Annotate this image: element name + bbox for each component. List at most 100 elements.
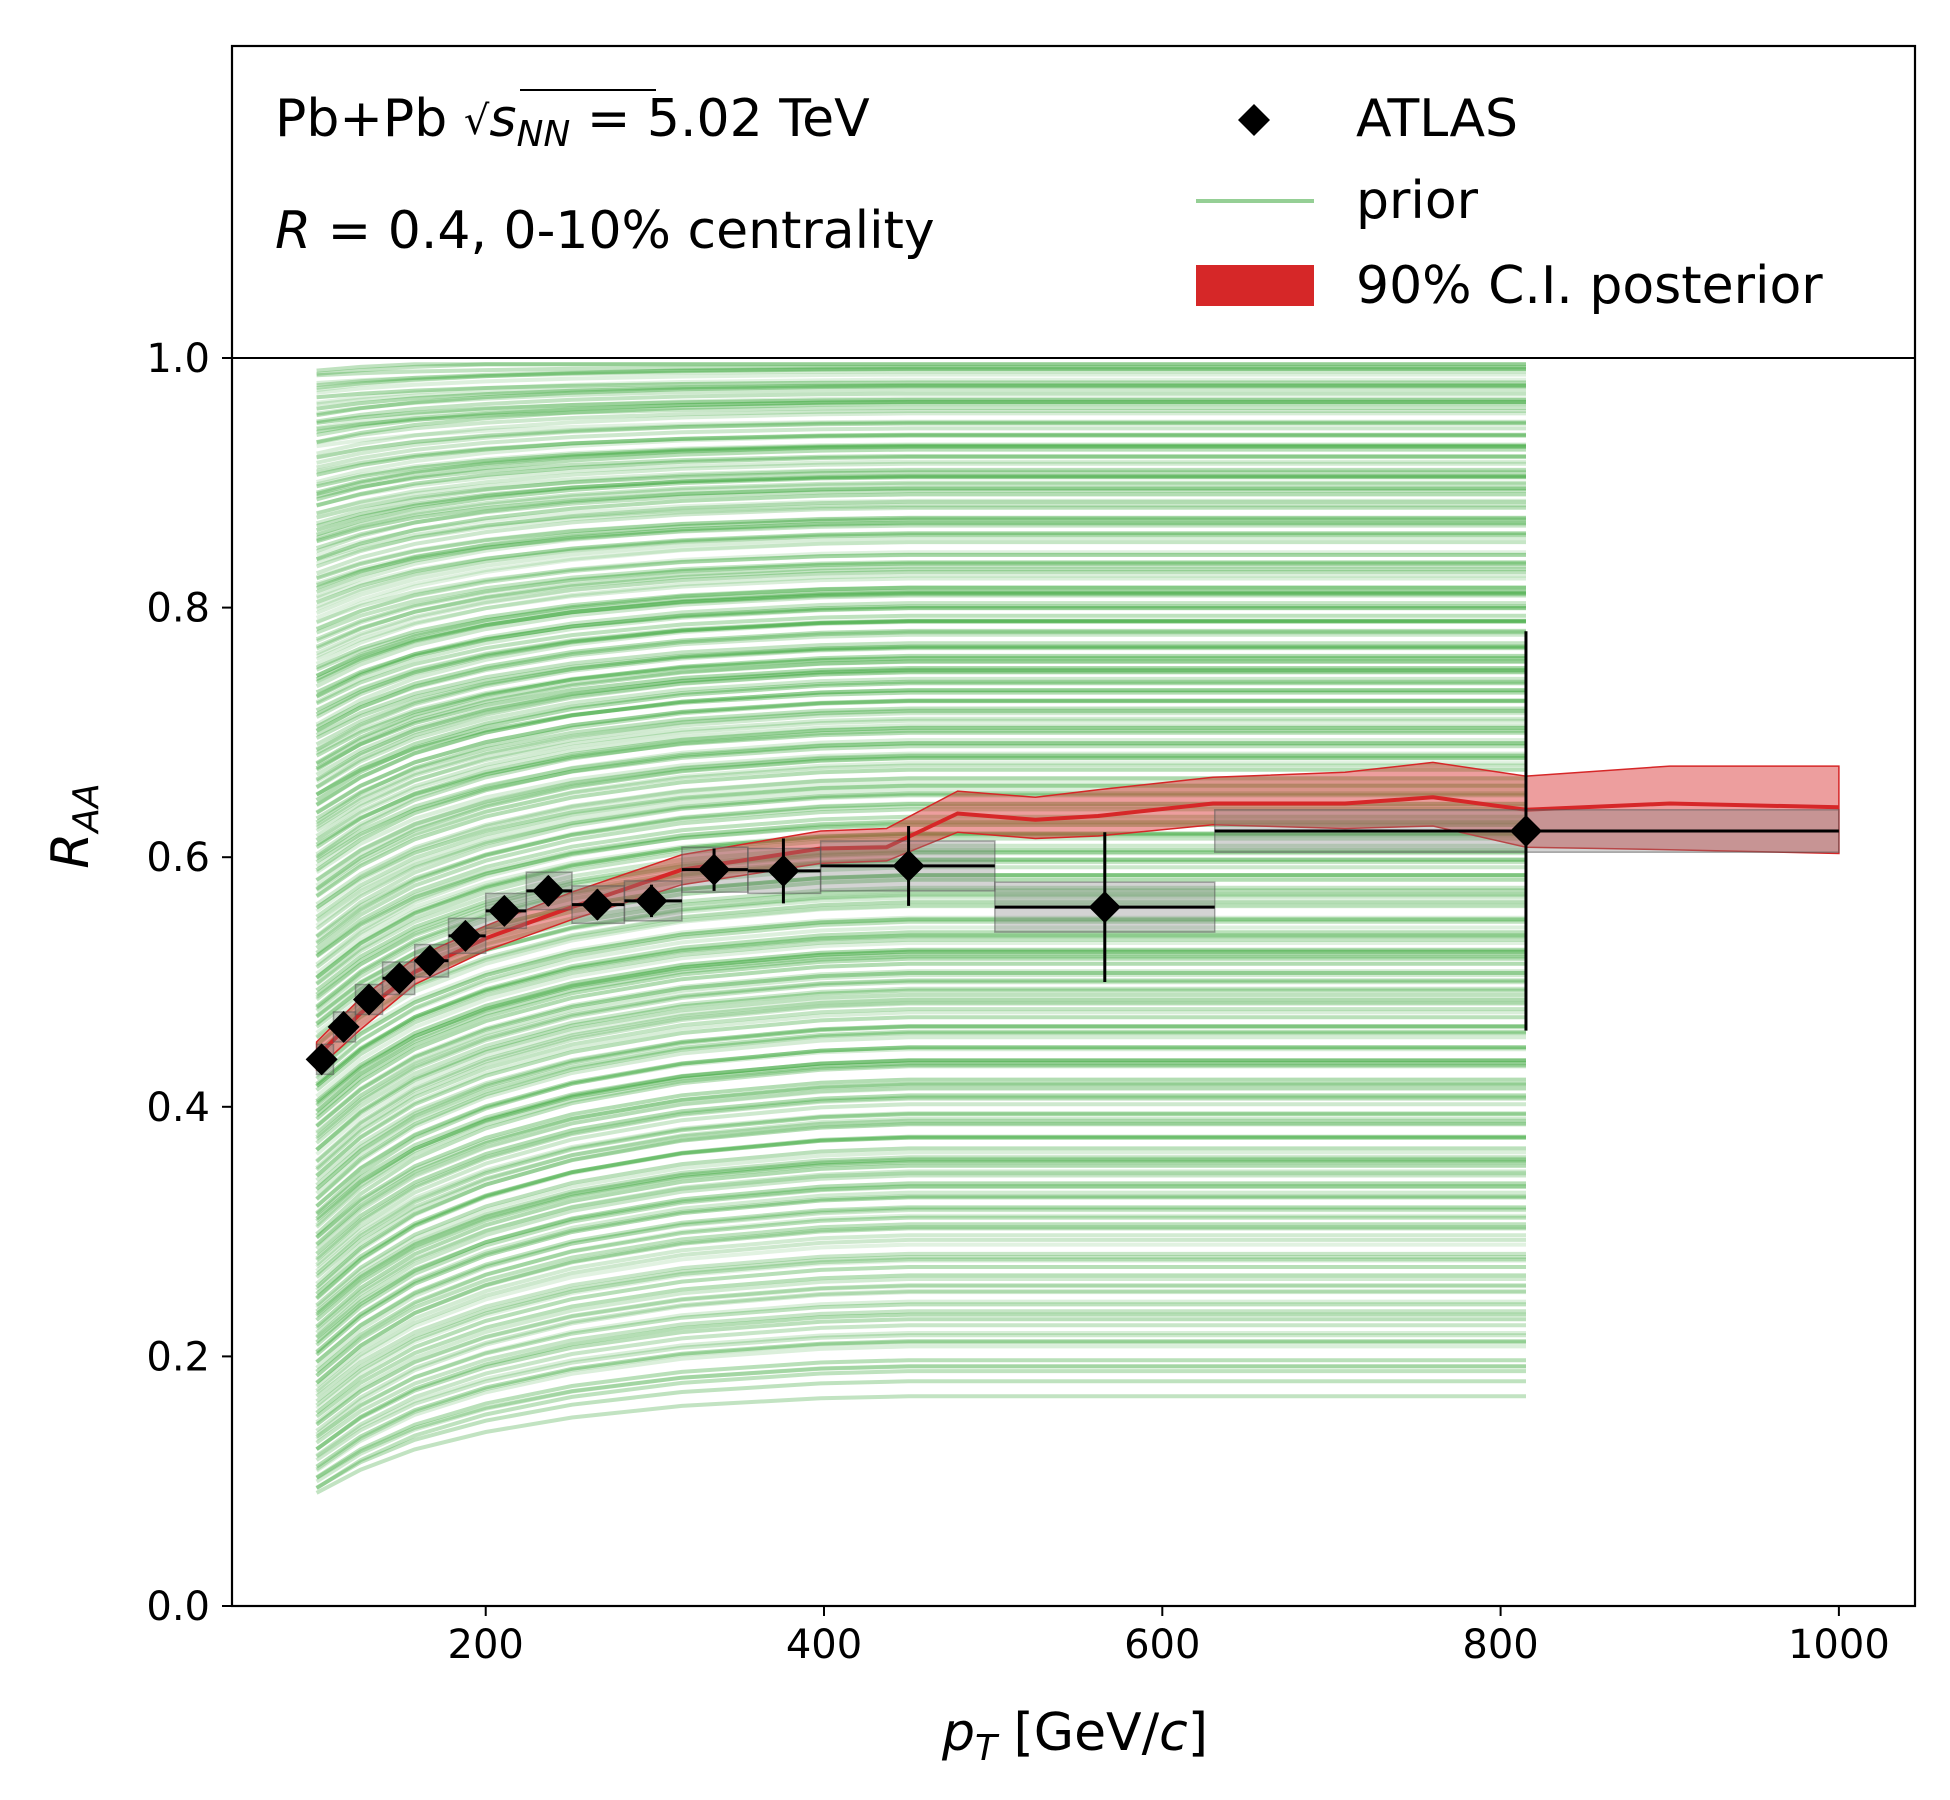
prior-curve — [315, 971, 1526, 1128]
prior-curve — [315, 1058, 1526, 1227]
atlas-point — [413, 944, 446, 977]
prior-curve — [315, 576, 1526, 661]
prior-curve — [315, 646, 1526, 753]
posterior-median-line — [315, 795, 1839, 1059]
prior-curve — [315, 1064, 1526, 1236]
prior-curve — [315, 814, 1526, 955]
prior-curve — [315, 531, 1526, 611]
prior-curve — [315, 1029, 1526, 1195]
prior-curve — [316, 454, 1526, 499]
prior-curve — [315, 619, 1526, 727]
prior-curve — [315, 1163, 1526, 1329]
prior-curve — [315, 1047, 1526, 1208]
prior-curve — [315, 1290, 1526, 1436]
prior-curve — [315, 1121, 1526, 1292]
prior-curve — [315, 1181, 1526, 1344]
prior-curve — [316, 442, 1526, 487]
prior-curve — [315, 517, 1526, 590]
atlas-point — [1509, 814, 1542, 847]
prior-curve — [315, 756, 1526, 891]
y-tick-label: 0.8 — [146, 586, 210, 632]
prior-curve — [315, 793, 1526, 923]
prior-curve — [315, 776, 1526, 910]
prior-curve — [315, 900, 1526, 1055]
prior-curve — [315, 755, 1526, 888]
prior-curve — [315, 1024, 1526, 1182]
prior-curve — [315, 1102, 1526, 1267]
prior-curve — [315, 552, 1526, 631]
prior-curve — [315, 1160, 1526, 1322]
prior-curve — [315, 986, 1526, 1145]
prior-curve — [315, 949, 1526, 1108]
prior-curve — [315, 709, 1526, 830]
prior-curve — [315, 515, 1526, 581]
prior-curve — [315, 1364, 1526, 1484]
prior-curve — [316, 432, 1526, 477]
prior-curve — [315, 767, 1526, 898]
prior-curve — [315, 676, 1526, 790]
prior-curve — [315, 1171, 1526, 1331]
prior-curve — [315, 728, 1526, 859]
prior-curve — [315, 718, 1526, 842]
prior-curve — [315, 1169, 1526, 1335]
prior-curve — [315, 619, 1526, 716]
prior-curve — [315, 917, 1526, 1073]
prior-curve — [316, 444, 1526, 496]
prior-curve — [315, 787, 1526, 923]
prior-curve — [315, 670, 1526, 784]
prior-curve — [315, 1364, 1526, 1480]
prior-curve — [315, 1135, 1526, 1296]
prior-curve — [315, 533, 1526, 601]
prior-curve — [315, 1215, 1526, 1374]
prior-curve — [315, 670, 1526, 789]
prior-curve — [315, 1096, 1526, 1262]
prior-curve — [315, 613, 1526, 706]
prior-curve — [315, 1302, 1526, 1439]
prior-curve — [315, 699, 1526, 825]
prior-curve — [315, 1135, 1526, 1301]
prior-curve — [315, 606, 1526, 704]
prior-curve — [315, 1273, 1526, 1419]
prior-curve — [315, 1317, 1526, 1451]
atlas-point — [488, 894, 521, 927]
prior-curve — [315, 679, 1526, 797]
prior-curve — [315, 933, 1526, 1086]
prior-curve — [316, 400, 1526, 434]
prior-curve — [316, 475, 1526, 537]
prior-curve — [315, 843, 1526, 986]
atlas-point — [892, 849, 925, 882]
prior-curve — [316, 455, 1526, 508]
y-tick-label: 1.0 — [146, 336, 210, 382]
x-tick-label: 400 — [786, 1622, 862, 1668]
prior-curve — [315, 1340, 1526, 1471]
prior-curve — [315, 730, 1526, 847]
prior-curve — [315, 485, 1526, 553]
prior-curve — [315, 1283, 1526, 1427]
prior-curve — [316, 489, 1526, 550]
prior-curve — [316, 473, 1526, 533]
atlas-point — [383, 962, 416, 995]
prior-curve — [315, 641, 1526, 737]
prior-curve — [315, 1205, 1526, 1364]
prior-curve — [315, 668, 1526, 777]
prior-curve — [315, 836, 1526, 986]
x-axis-label: pT [GeV/c] — [941, 1703, 1208, 1769]
prior-curve — [315, 917, 1526, 1072]
prior-curve — [315, 952, 1526, 1105]
prior-curve — [315, 632, 1526, 733]
prior-curve — [316, 380, 1526, 400]
prior-curve — [315, 1093, 1526, 1256]
prior-curve — [315, 941, 1526, 1098]
atlas-point — [449, 919, 482, 952]
prior-curve — [315, 540, 1526, 625]
prior-curve — [315, 536, 1526, 615]
y-tick-label: 0.2 — [146, 1334, 210, 1380]
prior-curve — [315, 1331, 1526, 1459]
prior-curve — [315, 1184, 1526, 1340]
prior-curve — [316, 372, 1526, 395]
prior-curve — [315, 1082, 1526, 1240]
prior-curve — [315, 833, 1526, 980]
prior-curve — [315, 708, 1526, 827]
prior-curve — [315, 783, 1526, 919]
prior-curve — [316, 369, 1526, 385]
